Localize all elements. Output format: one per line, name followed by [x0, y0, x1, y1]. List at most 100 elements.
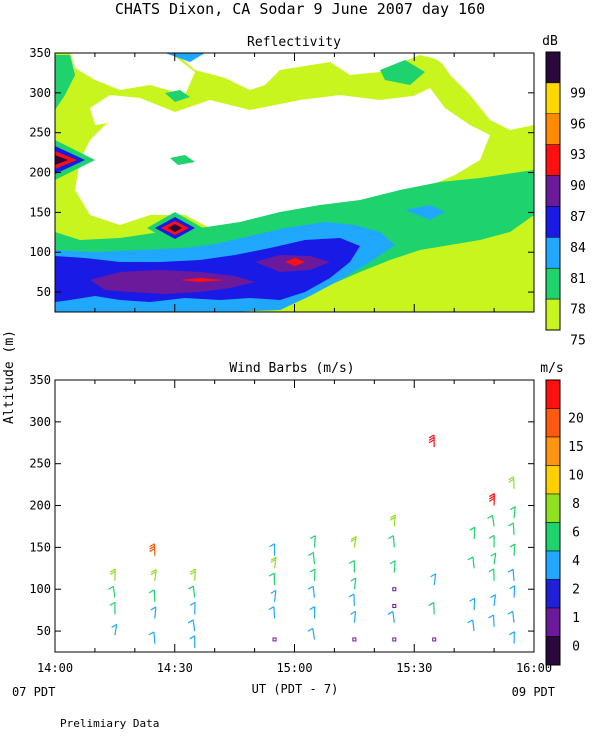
- wind-barb: [467, 619, 475, 632]
- y-tick-label: 100: [29, 582, 51, 596]
- colorbar-swatch: [545, 267, 561, 300]
- wind-barb: [269, 543, 276, 556]
- wind-barb-calm: [352, 637, 357, 642]
- x-tick-label: 16:00: [516, 661, 552, 675]
- wind-barb: [508, 476, 515, 489]
- wind-unit: m/s: [540, 361, 563, 376]
- wind-barb: [149, 543, 156, 556]
- refl-hole-right: [430, 55, 534, 125]
- wind-barb: [388, 535, 395, 548]
- colorbar-label: 84: [570, 241, 586, 256]
- wind-barb: [509, 506, 516, 519]
- wind-barb: [150, 606, 157, 619]
- x-axis-label: UT (PDT - 7): [252, 682, 339, 696]
- wind-barb: [509, 631, 516, 644]
- date-right: 09 PDT: [512, 685, 555, 699]
- colorbar-swatch: [545, 579, 561, 609]
- y-tick-label: 100: [29, 245, 51, 259]
- colorbar-swatch: [545, 636, 561, 666]
- wind-barb: [509, 585, 516, 598]
- colorbar-label: 78: [570, 303, 586, 318]
- colorbar-swatch: [545, 607, 561, 637]
- x-tick-label: 15:00: [276, 661, 312, 675]
- wind-barb: [430, 573, 437, 586]
- wind-barb: [150, 569, 157, 581]
- wind-barb: [307, 627, 316, 640]
- wind-barb: [188, 585, 196, 598]
- x-tick-label: 14:30: [157, 661, 193, 675]
- colorbar-swatch: [545, 522, 561, 552]
- refl-hole-left: [70, 53, 195, 95]
- refl-diamond-core: [168, 224, 182, 232]
- colorbar-label: 8: [572, 497, 580, 512]
- y-tick-label: 150: [29, 205, 51, 219]
- wind-barb: [109, 568, 116, 581]
- y-tick-label: 50: [37, 285, 51, 299]
- wind-barb: [488, 614, 495, 627]
- colorbar-swatch: [545, 298, 561, 331]
- wind-barb: [189, 601, 196, 615]
- y-tick-label: 300: [29, 86, 51, 100]
- colorbar-swatch: [545, 113, 561, 145]
- colorbar-swatch: [545, 144, 561, 176]
- wind-barb: [189, 635, 196, 648]
- reflectivity-field: [55, 53, 534, 312]
- wind-title: Wind Barbs (m/s): [229, 361, 354, 376]
- wind-yaxis: 350 300 250 200 150 100 50: [29, 373, 534, 638]
- y-tick-label: 350: [29, 373, 51, 387]
- wind-barb: [467, 556, 475, 569]
- footer-note: Prelimiary Data: [60, 717, 159, 730]
- wind-barb: [348, 559, 355, 573]
- colorbar-frame: [545, 379, 561, 666]
- wind-barb: [469, 597, 476, 611]
- y-axis-label: Altitude (m): [2, 330, 17, 424]
- colorbar-label: 81: [570, 272, 586, 287]
- reflectivity-colorbar: 99 96 93 90 87 84 81 78 75: [545, 51, 586, 349]
- y-tick-label: 200: [29, 499, 51, 513]
- wind-barb: [350, 610, 357, 623]
- wind-barb-calm: [392, 587, 397, 592]
- y-tick-label: 50: [37, 624, 51, 638]
- wind-barb: [111, 623, 118, 636]
- wind-barb: [309, 606, 316, 619]
- colorbar-label: 75: [570, 334, 586, 349]
- wind-barb: [310, 535, 316, 548]
- colorbar-swatch: [545, 379, 561, 409]
- wind-barb: [469, 526, 476, 540]
- colorbar-swatch: [545, 237, 561, 269]
- main-title: CHATS Dixon, CA Sodar 9 June 2007 day 16…: [115, 0, 485, 18]
- wind-barb-calm: [272, 637, 277, 642]
- wind-barb: [268, 572, 276, 586]
- colorbar-label: 20: [568, 412, 584, 427]
- colorbar-swatch: [545, 465, 561, 495]
- colorbar-swatch: [545, 408, 561, 438]
- wind-barb: [108, 585, 116, 598]
- wind-barb: [350, 535, 357, 548]
- wind-barb: [507, 610, 515, 623]
- wind-barb: [309, 568, 316, 581]
- wind-barb: [389, 560, 396, 573]
- refl-peak-left-core: [55, 155, 68, 165]
- wind-barb: [148, 589, 156, 602]
- wind-barb: [389, 514, 396, 527]
- wind-barb: [270, 589, 277, 602]
- wind-barb: [348, 593, 355, 606]
- wind-barb: [350, 577, 357, 590]
- x-tick-label: 15:30: [396, 661, 432, 675]
- wind-barb: [509, 543, 516, 556]
- y-tick-label: 200: [29, 166, 51, 180]
- wind-barb: [268, 606, 276, 619]
- wind-barb: [490, 552, 497, 565]
- wind-barb: [187, 619, 196, 632]
- colorbar-swatch: [545, 206, 561, 238]
- wind-barb: [488, 568, 495, 581]
- y-tick-label: 250: [29, 457, 51, 471]
- y-tick-label: 150: [29, 540, 51, 554]
- colorbar-label: 15: [568, 440, 584, 455]
- wind-barb: [270, 556, 277, 569]
- wind-barb: [488, 534, 495, 548]
- wind-barb: [507, 568, 515, 581]
- colorbar-frame: [545, 51, 561, 331]
- wind-barb: [308, 552, 316, 565]
